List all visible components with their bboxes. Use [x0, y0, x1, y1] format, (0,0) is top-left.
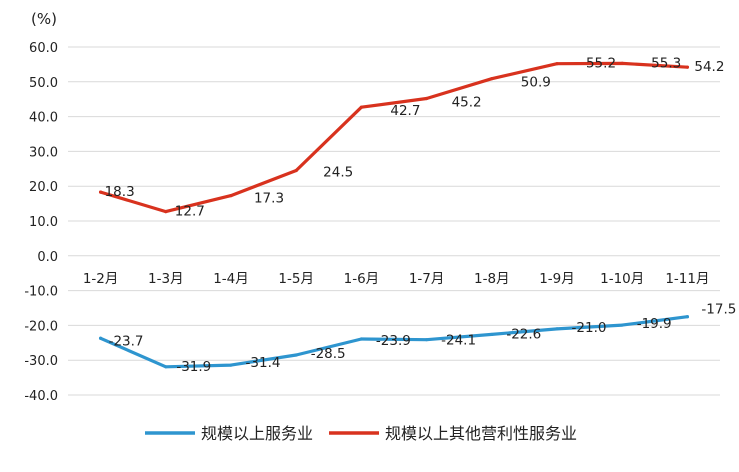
x-tick-label: 1-8月	[474, 271, 510, 287]
data-point	[229, 363, 233, 367]
data-point	[490, 332, 494, 337]
x-tick-label: 1-11月	[665, 271, 709, 287]
x-tick-label: 1-3月	[148, 271, 184, 287]
data-label: -22.6	[506, 326, 541, 342]
legend-label: 规模以上服务业	[201, 424, 313, 443]
legend: 规模以上服务业 规模以上其他营利性服务业	[145, 424, 577, 443]
data-label: 42.7	[390, 103, 420, 119]
y-tick-label: 50.0	[29, 76, 58, 91]
data-label: -23.9	[376, 333, 411, 349]
data-label: -23.7	[109, 333, 144, 349]
data-point	[294, 353, 298, 357]
data-point	[99, 190, 103, 194]
data-point	[685, 65, 690, 69]
x-tick-label: 1-6月	[344, 271, 380, 287]
y-tick-label: -10.0	[24, 285, 58, 300]
data-point	[555, 62, 559, 66]
y-axis-tick-labels: 60.0 50.0 40.0 30.0 20.0 10.0 0.0 -10.0 -20.0 -30…	[24, 41, 58, 404]
data-label: 17.3	[254, 191, 284, 207]
data-point	[685, 315, 690, 319]
x-tick-label: 1-7月	[409, 271, 445, 287]
data-point	[555, 327, 559, 331]
data-label: 18.3	[105, 184, 135, 200]
data-label: -17.5	[701, 302, 736, 318]
unit-label: (%)	[31, 10, 57, 28]
data-label: 55.3	[651, 55, 681, 71]
x-tick-label: 1-2月	[83, 271, 119, 287]
data-point	[620, 61, 624, 65]
y-tick-label: -40.0	[24, 389, 58, 404]
series-line-2	[98, 61, 690, 214]
data-point	[294, 168, 298, 173]
data-point	[359, 337, 363, 341]
data-label: -21.0	[572, 320, 607, 336]
x-tick-label: 1-5月	[278, 271, 314, 287]
data-point	[99, 336, 103, 340]
data-point	[229, 193, 233, 198]
y-tick-label: -30.0	[24, 354, 58, 369]
data-label: 45.2	[452, 95, 482, 111]
data-label: 54.2	[694, 59, 724, 75]
y-tick-label: 40.0	[29, 111, 58, 126]
data-point	[164, 365, 168, 369]
data-label: 50.9	[521, 75, 551, 91]
data-label: 24.5	[323, 165, 353, 181]
data-point	[425, 338, 429, 342]
data-label: 12.7	[175, 204, 205, 220]
data-point	[490, 77, 494, 81]
data-label: -31.4	[246, 355, 281, 371]
data-label: -28.5	[311, 346, 346, 362]
y-tick-label: 0.0	[37, 250, 58, 265]
data-point	[620, 323, 624, 327]
series-line-1	[98, 315, 690, 369]
data-label: -31.9	[176, 359, 211, 375]
data-point	[425, 96, 429, 101]
data-labels: -23.7 -31.9 -31.4 -28.5 -23.9 -24.1 -22.6 -21.0…	[105, 55, 737, 374]
y-tick-label: -20.0	[24, 319, 58, 334]
y-tick-label: 60.0	[29, 41, 58, 56]
x-tick-label: 1-9月	[539, 271, 575, 287]
data-point	[359, 105, 363, 109]
x-tick-label: 1-10月	[600, 271, 644, 287]
grid-lines	[68, 46, 720, 396]
y-tick-label: 10.0	[29, 215, 58, 230]
y-tick-label: 30.0	[29, 145, 58, 160]
x-tick-label: 1-4月	[213, 271, 249, 287]
data-point	[164, 210, 168, 214]
data-label: -19.9	[637, 316, 672, 332]
data-label: -24.1	[441, 333, 476, 349]
legend-label: 规模以上其他营利性服务业	[385, 424, 577, 443]
series-lines	[98, 61, 690, 369]
y-tick-label: 20.0	[29, 180, 58, 195]
data-label: 55.2	[586, 56, 616, 72]
x-axis-tick-labels: 1-2月 1-3月 1-4月 1-5月 1-6月 1-7月 1-8月 1-9月 1-10月 1-1…	[83, 271, 710, 287]
